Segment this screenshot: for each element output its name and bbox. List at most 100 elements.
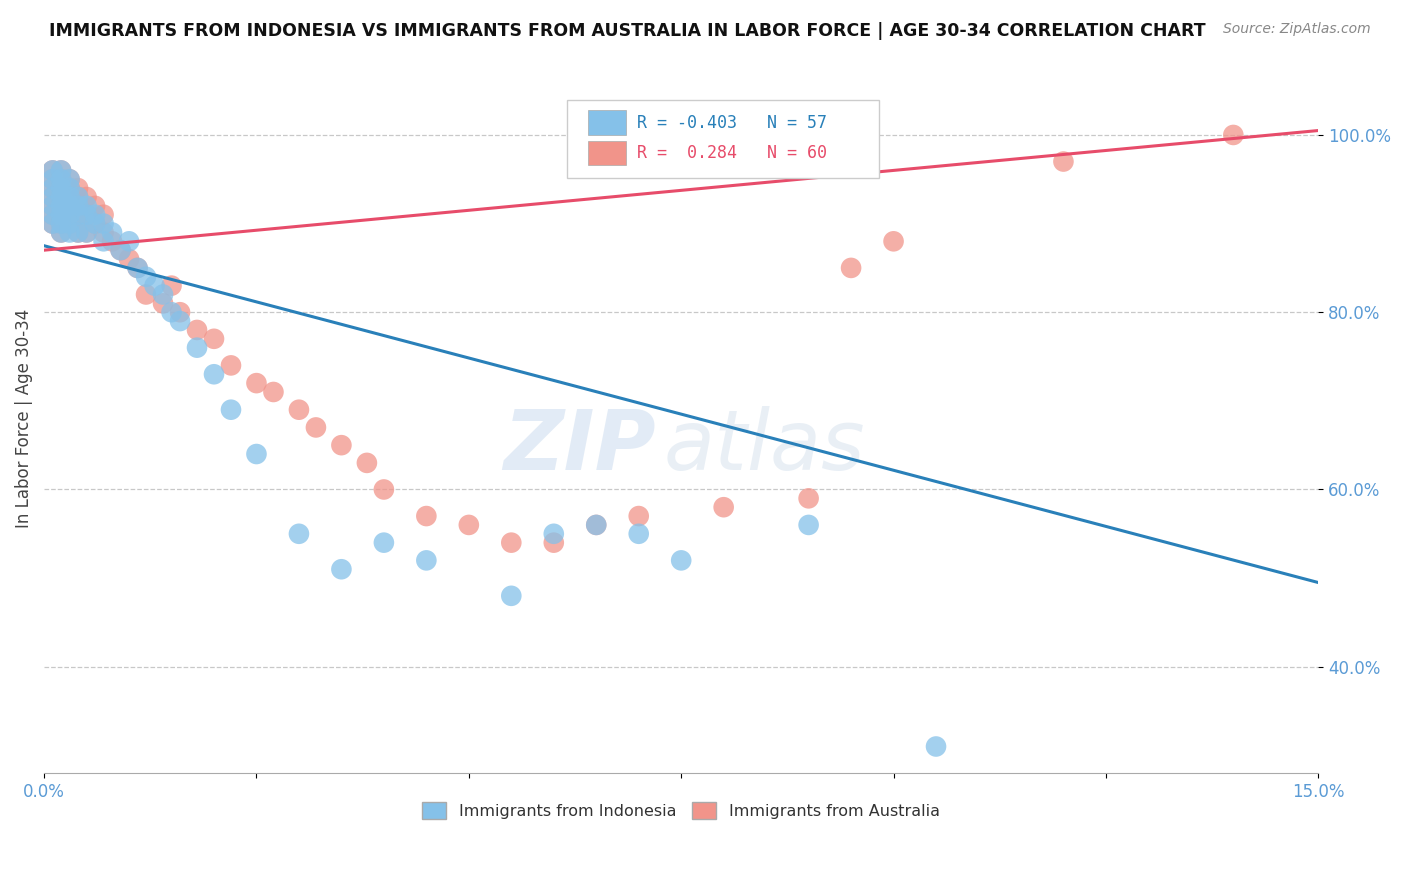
Point — [627, 526, 650, 541]
Point — [373, 483, 395, 497]
FancyBboxPatch shape — [588, 141, 627, 165]
Point — [49, 181, 72, 195]
Point — [58, 181, 80, 195]
Point — [160, 278, 183, 293]
Point — [797, 491, 820, 506]
Point — [713, 500, 735, 515]
Point — [76, 226, 98, 240]
Point — [93, 217, 115, 231]
Point — [135, 269, 157, 284]
Point — [67, 208, 90, 222]
Point — [67, 190, 90, 204]
Point — [49, 172, 72, 186]
Point — [543, 526, 565, 541]
Point — [41, 208, 63, 222]
Point — [262, 384, 284, 399]
Point — [49, 208, 72, 222]
Point — [202, 368, 225, 382]
Point — [143, 278, 166, 293]
Point — [330, 562, 353, 576]
FancyBboxPatch shape — [567, 100, 879, 178]
Text: IMMIGRANTS FROM INDONESIA VS IMMIGRANTS FROM AUSTRALIA IN LABOR FORCE | AGE 30-3: IMMIGRANTS FROM INDONESIA VS IMMIGRANTS … — [49, 22, 1206, 40]
Point — [67, 226, 90, 240]
Point — [585, 517, 607, 532]
Point — [41, 190, 63, 204]
Point — [67, 199, 90, 213]
Point — [84, 217, 107, 231]
Point — [58, 208, 80, 222]
Point — [76, 199, 98, 213]
Point — [49, 190, 72, 204]
Point — [49, 217, 72, 231]
Point — [288, 402, 311, 417]
Point — [58, 190, 80, 204]
Point — [202, 332, 225, 346]
Point — [58, 217, 80, 231]
Point — [58, 172, 80, 186]
Point — [169, 305, 191, 319]
Point — [41, 181, 63, 195]
Point — [186, 323, 208, 337]
FancyBboxPatch shape — [588, 110, 627, 135]
Point — [41, 172, 63, 186]
Point — [160, 305, 183, 319]
Point — [67, 181, 90, 195]
Point — [58, 172, 80, 186]
Point — [169, 314, 191, 328]
Point — [415, 509, 437, 524]
Point — [49, 163, 72, 178]
Point — [41, 217, 63, 231]
Point — [101, 226, 124, 240]
Point — [41, 217, 63, 231]
Point — [152, 287, 174, 301]
Point — [543, 535, 565, 549]
Point — [76, 190, 98, 204]
Point — [219, 402, 242, 417]
Point — [110, 243, 132, 257]
Point — [49, 163, 72, 178]
Point — [1222, 128, 1244, 142]
Point — [219, 359, 242, 373]
Point — [41, 181, 63, 195]
Text: R = -0.403   N = 57: R = -0.403 N = 57 — [637, 114, 827, 132]
Point — [669, 553, 692, 567]
Point — [797, 517, 820, 532]
Point — [58, 199, 80, 213]
Point — [84, 208, 107, 222]
Point — [288, 526, 311, 541]
Point — [49, 217, 72, 231]
Point — [305, 420, 328, 434]
Point — [127, 260, 149, 275]
Point — [110, 243, 132, 257]
Point — [41, 208, 63, 222]
Point — [118, 235, 141, 249]
Y-axis label: In Labor Force | Age 30-34: In Labor Force | Age 30-34 — [15, 309, 32, 528]
Point — [49, 226, 72, 240]
Text: ZIP: ZIP — [503, 407, 655, 487]
Point — [127, 260, 149, 275]
Point — [76, 226, 98, 240]
Point — [186, 341, 208, 355]
Point — [67, 208, 90, 222]
Point — [84, 199, 107, 213]
Point — [373, 535, 395, 549]
Point — [41, 190, 63, 204]
Point — [356, 456, 378, 470]
Point — [839, 260, 862, 275]
Point — [58, 199, 80, 213]
Text: Source: ZipAtlas.com: Source: ZipAtlas.com — [1223, 22, 1371, 37]
Point — [93, 226, 115, 240]
Point — [93, 235, 115, 249]
Point — [135, 287, 157, 301]
Point — [41, 199, 63, 213]
Point — [1052, 154, 1074, 169]
Point — [501, 535, 523, 549]
Point — [84, 217, 107, 231]
Point — [585, 517, 607, 532]
Point — [93, 208, 115, 222]
Text: R =  0.284   N = 60: R = 0.284 N = 60 — [637, 145, 827, 162]
Point — [245, 447, 267, 461]
Point — [49, 199, 72, 213]
Point — [627, 509, 650, 524]
Text: atlas: atlas — [664, 407, 865, 487]
